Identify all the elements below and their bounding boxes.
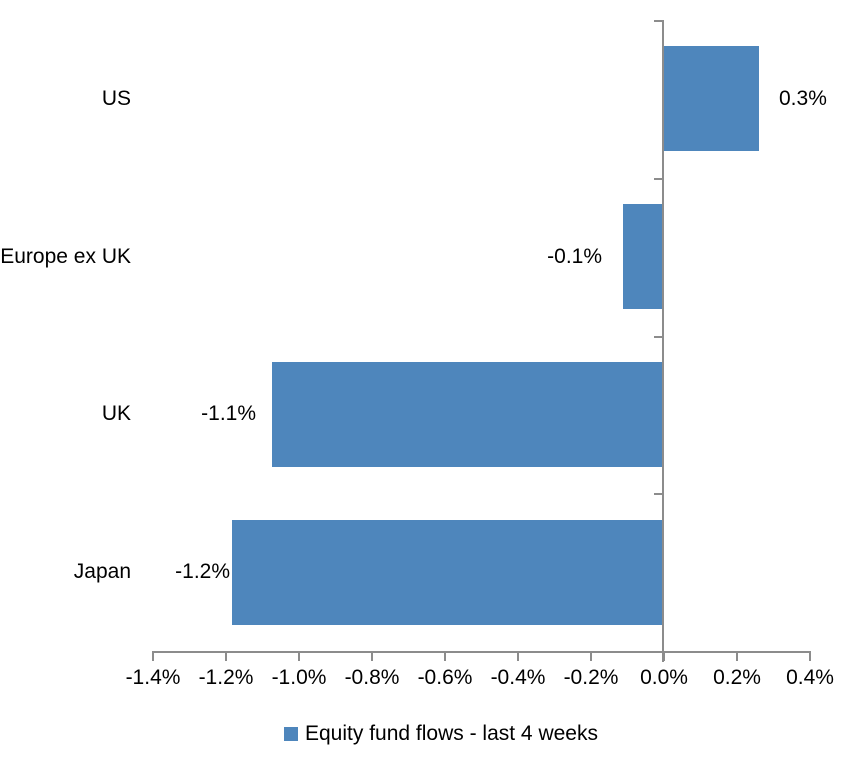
category-axis-tick [654, 178, 662, 180]
category-axis-tick [654, 493, 662, 495]
category-axis-line [662, 20, 664, 662]
value-axis-tick [371, 651, 373, 661]
bar-japan [232, 520, 663, 625]
data-label: 0.3% [779, 87, 827, 110]
value-axis-line [152, 651, 811, 653]
x-axis-tick-label: -0.6% [417, 666, 473, 689]
bar-uk [272, 362, 663, 467]
legend: Equity fund flows - last 4 weeks [284, 721, 598, 747]
x-axis-tick-label: -1.2% [198, 666, 254, 689]
value-axis-tick [152, 651, 154, 661]
x-axis-tick-label: -0.8% [344, 666, 400, 689]
x-axis-tick-label: -1.4% [125, 666, 181, 689]
value-axis-tick [444, 651, 446, 661]
category-axis-tick [654, 20, 662, 22]
category-label: Japan [73, 560, 131, 583]
x-axis-tick-label: -1.0% [271, 666, 327, 689]
bar-europe-ex-uk [623, 204, 663, 309]
value-axis-tick [590, 651, 592, 661]
category-label: UK [101, 402, 131, 425]
value-axis-tick [809, 651, 811, 661]
value-axis-tick [298, 651, 300, 661]
value-axis-tick [225, 651, 227, 661]
x-axis-tick-label: 0.0% [640, 666, 688, 689]
legend-marker-icon [284, 727, 298, 741]
value-axis-tick [517, 651, 519, 661]
x-axis-tick-label: 0.2% [713, 666, 761, 689]
data-label: -1.1% [201, 402, 256, 425]
bar-us [664, 46, 759, 151]
category-axis-tick [654, 336, 662, 338]
data-label: -1.2% [175, 560, 230, 583]
x-axis-tick-label: 0.4% [786, 666, 834, 689]
category-label: Europe ex UK [0, 245, 131, 268]
value-axis-tick [736, 651, 738, 661]
x-axis-tick-label: -0.2% [563, 666, 619, 689]
value-axis-tick [663, 651, 665, 661]
data-label: -0.1% [547, 245, 602, 268]
legend-label: Equity fund flows - last 4 weeks [305, 722, 598, 745]
category-label: US [101, 87, 131, 110]
x-axis-tick-label: -0.4% [490, 666, 546, 689]
